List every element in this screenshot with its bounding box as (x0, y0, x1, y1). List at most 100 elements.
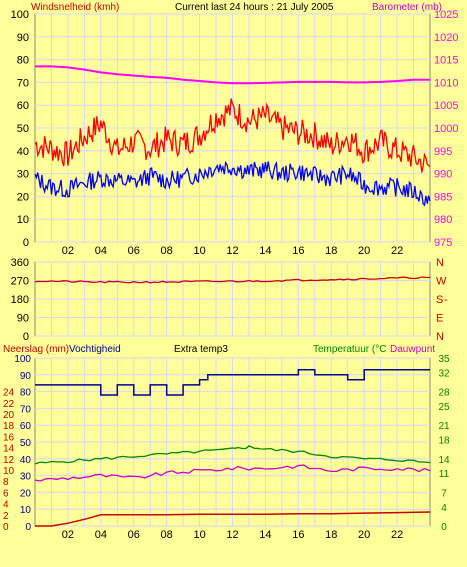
x-tick-label: 10 (193, 245, 205, 257)
humidity-tick-label: 0 (25, 522, 31, 533)
rain-tick-label: 8 (3, 477, 9, 488)
y-tick-label-right: 1005 (434, 100, 458, 112)
rain-tick-label: 22 (3, 399, 15, 410)
x-tick-label: 16 (292, 245, 304, 257)
y-tick-label-left: 0 (23, 331, 29, 343)
rain-tick-label: 14 (3, 444, 15, 455)
y-tick-label-left: 0 (23, 237, 29, 249)
humidity-tick-label: 30 (20, 472, 32, 483)
temperature-tick-label: 14 (438, 455, 450, 466)
rain-tick-label: 0 (3, 522, 9, 533)
y-tick-label-left: 50 (17, 123, 29, 135)
rain-tick-label: 10 (3, 466, 15, 477)
y-tick-label-right: 980 (434, 214, 452, 226)
x-tick-label: 12 (226, 529, 238, 541)
x-tick-label: 14 (259, 245, 271, 257)
x-tick-label: 02 (62, 529, 74, 541)
rain-tick-label: 16 (3, 432, 15, 443)
x-tick-label: 08 (161, 245, 173, 257)
direction-tick-label: S (436, 294, 443, 306)
y-tick-label-left: 360 (11, 257, 29, 269)
rain-axis-title: Neerslag (mm) (3, 344, 69, 355)
humidity-tick-label: 60 (20, 421, 32, 432)
x-tick-label: 08 (161, 529, 173, 541)
rain-tick-label: 20 (3, 410, 15, 421)
y-tick-label-left: 40 (17, 146, 29, 158)
y-tick-label-left: 90 (17, 313, 29, 325)
temperature-tick-label: 25 (438, 402, 450, 413)
chart-title: Current last 24 hours : 21 July 2005 (175, 2, 334, 13)
y-tick-label-left: 70 (17, 77, 29, 89)
x-tick-label: 02 (62, 245, 74, 257)
wind-axis-title: Windsnelheid (kmh) (31, 2, 119, 13)
humidity-tick-label: 50 (20, 438, 32, 449)
x-tick-label: 22 (391, 529, 403, 541)
direction-tick-label: N (436, 257, 444, 269)
dewpoint-line (34, 464, 431, 482)
y-tick-label-right: 1025 (434, 9, 458, 21)
humidity-tick-label: 70 (20, 404, 32, 415)
wind-gust-line (34, 98, 431, 173)
x-tick-label: 22 (391, 245, 403, 257)
humidity-tick-label: 20 (20, 488, 32, 499)
humidity-axis-title: Vochtigheid (69, 344, 121, 355)
direction-tick-label: W (436, 276, 447, 288)
x-tick-label: 20 (358, 245, 370, 257)
humidity-tick-label: 80 (20, 388, 32, 399)
rain-humidity-temp-panel: 02 04 06 08 10 12 14 16 18 20 22024681012141618202… (3, 354, 450, 541)
y-tick-label-left: 20 (17, 191, 29, 203)
x-tick-label: 06 (128, 245, 140, 257)
rain-line (35, 511, 431, 527)
rain-tick-label: 18 (3, 421, 15, 432)
temperature-tick-label: 0 (441, 522, 447, 533)
x-tick-label: 06 (128, 529, 140, 541)
y-tick-label-right: 995 (434, 146, 452, 158)
y-tick-label-left: 60 (17, 100, 29, 112)
x-tick-label: 10 (193, 529, 205, 541)
y-tick-label-left: 90 (17, 32, 29, 44)
temperature-tick-label: 28 (438, 388, 450, 399)
y-tick-label-right: 1010 (434, 77, 458, 89)
y-tick-label-left: 180 (11, 294, 29, 306)
y-tick-label-right: 1000 (434, 123, 458, 135)
y-tick-label-right: 990 (434, 169, 452, 181)
temperature-tick-label: 35 (438, 354, 450, 365)
humidity-tick-label: 10 (20, 505, 32, 516)
temperature-tick-label: 7 (441, 488, 447, 499)
rain-tick-label: 2 (3, 511, 9, 522)
temperature-tick-label: 4 (441, 503, 447, 514)
humidity-tick-label: 90 (20, 371, 32, 382)
rain-tick-label: 4 (3, 500, 9, 511)
y-tick-label-left: 10 (17, 214, 29, 226)
temperature-tick-label: 32 (438, 368, 450, 379)
y-tick-label-left: 270 (11, 276, 29, 288)
wind-direction-line (34, 276, 431, 284)
temperature-tick-label: 11 (439, 469, 450, 480)
x-tick-label: 04 (95, 529, 107, 541)
y-tick-label-left: 100 (11, 9, 29, 21)
y-tick-label-left: 80 (17, 55, 29, 67)
temperature-line (34, 445, 431, 465)
humidity-tick-label: 100 (14, 354, 31, 365)
x-tick-label: 12 (226, 245, 238, 257)
y-tick-label-right: 1015 (434, 55, 458, 67)
x-tick-label: 18 (325, 245, 337, 257)
barometer-line (35, 65, 430, 85)
y-tick-label-right: 985 (434, 191, 452, 203)
temperature-tick-label: 21 (438, 421, 450, 432)
temperature-axis-title: Temperatuur (°C (313, 344, 386, 355)
rain-tick-label: 12 (3, 455, 15, 466)
barometer-axis-title: Barometer (mb) (372, 2, 442, 13)
humidity-tick-label: 40 (20, 455, 32, 466)
x-tick-label: 14 (259, 529, 271, 541)
direction-tick-label: E (436, 313, 443, 325)
x-tick-label: 16 (292, 529, 304, 541)
temperature-tick-label: 18 (438, 436, 450, 447)
rain-tick-label: 6 (3, 488, 9, 499)
extra-temp-label: Extra temp3 (174, 344, 228, 355)
y-tick-label-right: 975 (434, 237, 452, 249)
wind-barometer-panel: 02 04 06 08 10 12 14 16 18 20 22010203040506070809… (11, 9, 459, 257)
